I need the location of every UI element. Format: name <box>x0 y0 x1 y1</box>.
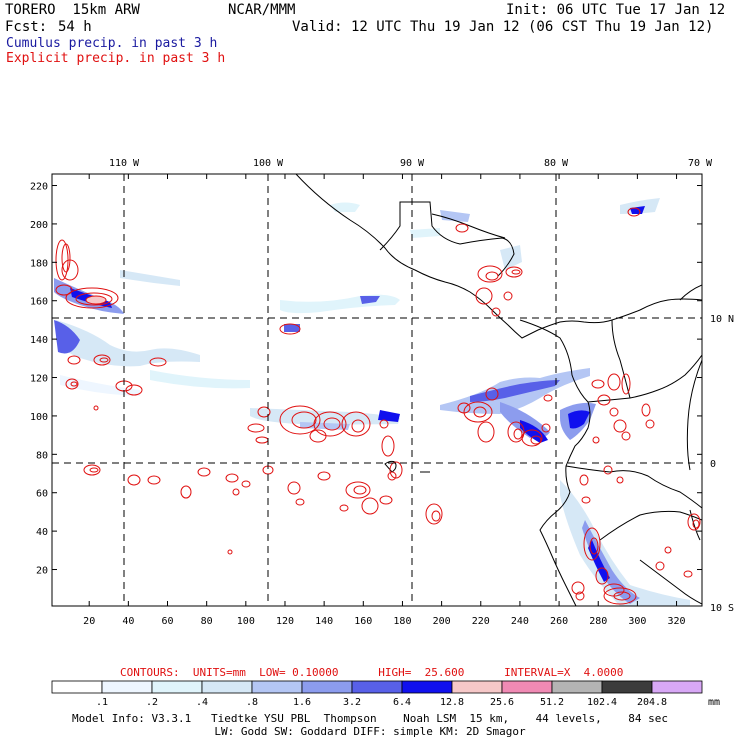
y-tick-label: 180 <box>30 258 48 269</box>
x-tick-label: 40 <box>122 616 134 627</box>
colorbar-label: 102.4 <box>587 697 617 708</box>
x-tick-label: 200 <box>433 616 451 627</box>
longitude-labels: 110 W 100 W 90 W 80 W 70 W <box>109 158 713 169</box>
x-tick-label: 260 <box>550 616 568 627</box>
colorbar-label: 6.4 <box>393 697 411 708</box>
org-label: NCAR/MMM <box>228 2 296 18</box>
forecast-hours: 54 h <box>58 19 92 35</box>
model-title: TORERO 15km ARW <box>5 2 140 18</box>
colorbar-label: 51.2 <box>540 697 564 708</box>
colorbar-swatch <box>51 680 103 694</box>
lon-label-90w: 90 W <box>400 158 425 169</box>
cumulus-legend: Cumulus precip. in past 3 h <box>6 36 218 51</box>
explicit-precip-contours <box>55 207 701 605</box>
colorbar-swatch <box>251 680 303 694</box>
lat-label-10s: 10 S <box>710 603 734 614</box>
colorbar-label: .2 <box>146 697 158 708</box>
cumulus-precip-shading <box>54 198 690 606</box>
colorbar-label: .1 <box>96 697 108 708</box>
lon-label-110w: 110 W <box>109 158 140 169</box>
x-tick-label: 280 <box>589 616 607 627</box>
forecast-label: Fcst: <box>5 19 48 35</box>
y-tick-label: 80 <box>36 450 48 461</box>
lon-label-100w: 100 W <box>253 158 284 169</box>
colorbar-swatch <box>351 680 403 694</box>
colorbar <box>51 680 703 694</box>
colorbar-swatch <box>151 680 203 694</box>
colorbar-label: 25.6 <box>490 697 514 708</box>
plot-frame <box>51 173 703 607</box>
colorbar-swatch <box>451 680 503 694</box>
colorbar-label: 1.6 <box>293 697 311 708</box>
colorbar-swatch <box>601 680 653 694</box>
x-tick-label: 220 <box>472 616 490 627</box>
coastline-outline <box>295 174 702 606</box>
colorbar-swatch <box>501 680 553 694</box>
explicit-legend: Explicit precip. in past 3 h <box>6 51 226 66</box>
x-tick-label: 140 <box>315 616 333 627</box>
latitude-labels: 10 N 0 10 S <box>710 314 734 614</box>
valid-time: Valid: 12 UTC Thu 19 Jan 12 (06 CST Thu … <box>292 19 714 35</box>
colorbar-label: 204.8 <box>637 697 667 708</box>
y-tick-label: 60 <box>36 489 48 500</box>
axis-ticks <box>52 174 702 606</box>
lat-lon-grid <box>52 174 702 606</box>
y-tick-label: 160 <box>30 297 48 308</box>
lat-label-10n: 10 N <box>710 314 734 325</box>
colorbar-swatch <box>651 680 703 694</box>
colorbar-swatch <box>301 680 353 694</box>
model-info-line: Model Info: V3.3.1 Tiedtke YSU PBL Thomp… <box>71 712 669 725</box>
lat-label-equator: 0 <box>710 459 716 470</box>
colorbar-labels: .1 .2 .4 .8 1.6 3.2 6.4 12.8 25.6 51.2 102.4 204.8 <box>96 697 667 708</box>
colorbar-swatch <box>201 680 253 694</box>
x-tick-label: 320 <box>668 616 686 627</box>
x-tick-label: 120 <box>276 616 294 627</box>
y-tick-label: 140 <box>30 335 48 346</box>
x-tick-label: 160 <box>354 616 372 627</box>
colorbar-label: 3.2 <box>343 697 361 708</box>
colorbar-units: mm <box>708 697 721 708</box>
colorbar-swatch <box>101 680 153 694</box>
y-tick-label: 40 <box>36 527 48 538</box>
physics-info-line: LW: Godd SW: Goddard DIFF: simple KM: 2D… <box>214 725 526 738</box>
contours-info: CONTOURS: UNITS=mm LOW= 0.10000 HIGH= 25… <box>120 666 624 679</box>
colorbar-label: 12.8 <box>440 697 464 708</box>
colorbar-label: .8 <box>246 697 258 708</box>
x-tick-label: 240 <box>511 616 529 627</box>
y-tick-label: 200 <box>30 220 48 231</box>
axis-tick-labels: 220 200 180 160 140 120 100 80 60 40 20 20 40 60 80 100… <box>30 182 686 627</box>
x-tick-label: 60 <box>161 616 173 627</box>
x-tick-label: 180 <box>393 616 411 627</box>
init-time: Init: 06 UTC Tue 17 Jan 12 <box>506 2 726 18</box>
colorbar-label: .4 <box>196 697 208 708</box>
x-tick-label: 100 <box>237 616 255 627</box>
x-tick-label: 20 <box>83 616 95 627</box>
x-tick-label: 80 <box>201 616 213 627</box>
lon-label-70w: 70 W <box>688 158 713 169</box>
y-tick-label: 220 <box>30 182 48 193</box>
y-tick-label: 20 <box>36 566 48 577</box>
y-tick-label: 120 <box>30 374 48 385</box>
x-tick-label: 300 <box>628 616 646 627</box>
lon-label-80w: 80 W <box>544 158 569 169</box>
colorbar-swatch <box>551 680 603 694</box>
y-tick-label: 100 <box>30 412 48 423</box>
colorbar-swatch <box>401 680 453 694</box>
